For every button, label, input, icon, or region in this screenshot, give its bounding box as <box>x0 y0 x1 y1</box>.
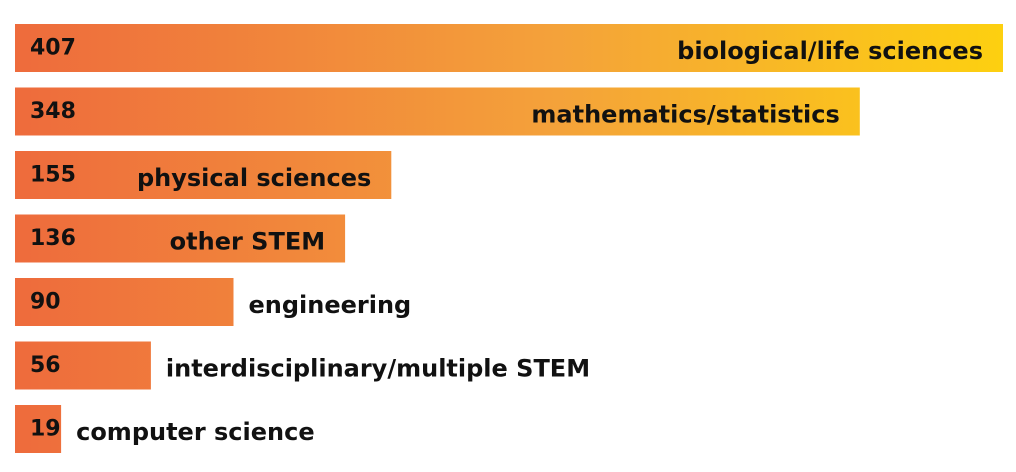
bar-value-label: 407 <box>30 36 76 61</box>
bar-value-label: 348 <box>30 99 76 124</box>
bar-category-label: engineering <box>249 291 412 319</box>
bar <box>15 214 346 263</box>
bar-category-label: other STEM <box>170 228 325 256</box>
bar-value-label: 136 <box>30 226 76 251</box>
bar-category-label: interdisciplinary/multiple STEM <box>166 355 590 383</box>
bar-row: 407 biological/life sciences <box>15 24 1003 72</box>
bar-row: 136 other STEM <box>15 214 346 263</box>
bar-category-label: physical sciences <box>137 164 371 192</box>
bars-layer: 407 biological/life sciences 348 mathematic… <box>15 24 1003 453</box>
bar-row: 155 physical sciences <box>15 151 392 199</box>
bar-row: 90 engineering <box>15 278 411 326</box>
bar-row: 56 interdisciplinary/multiple STEM <box>15 341 590 390</box>
bar-category-label: computer science <box>76 418 315 446</box>
bar-row: 348 mathematics/statistics <box>15 87 860 136</box>
bar-value-label: 19 <box>30 417 61 442</box>
bar <box>15 405 62 453</box>
bar <box>15 24 1003 72</box>
bar <box>15 151 392 199</box>
bar-category-label: biological/life sciences <box>677 37 983 65</box>
bar <box>15 278 234 326</box>
bar-row: 19 computer science <box>15 405 315 453</box>
bar <box>15 341 151 390</box>
bar-value-label: 90 <box>30 290 61 315</box>
bar-category-label: mathematics/statistics <box>531 101 839 129</box>
bar-value-label: 56 <box>30 353 61 378</box>
bar <box>15 87 860 136</box>
bar-value-label: 155 <box>30 163 76 188</box>
